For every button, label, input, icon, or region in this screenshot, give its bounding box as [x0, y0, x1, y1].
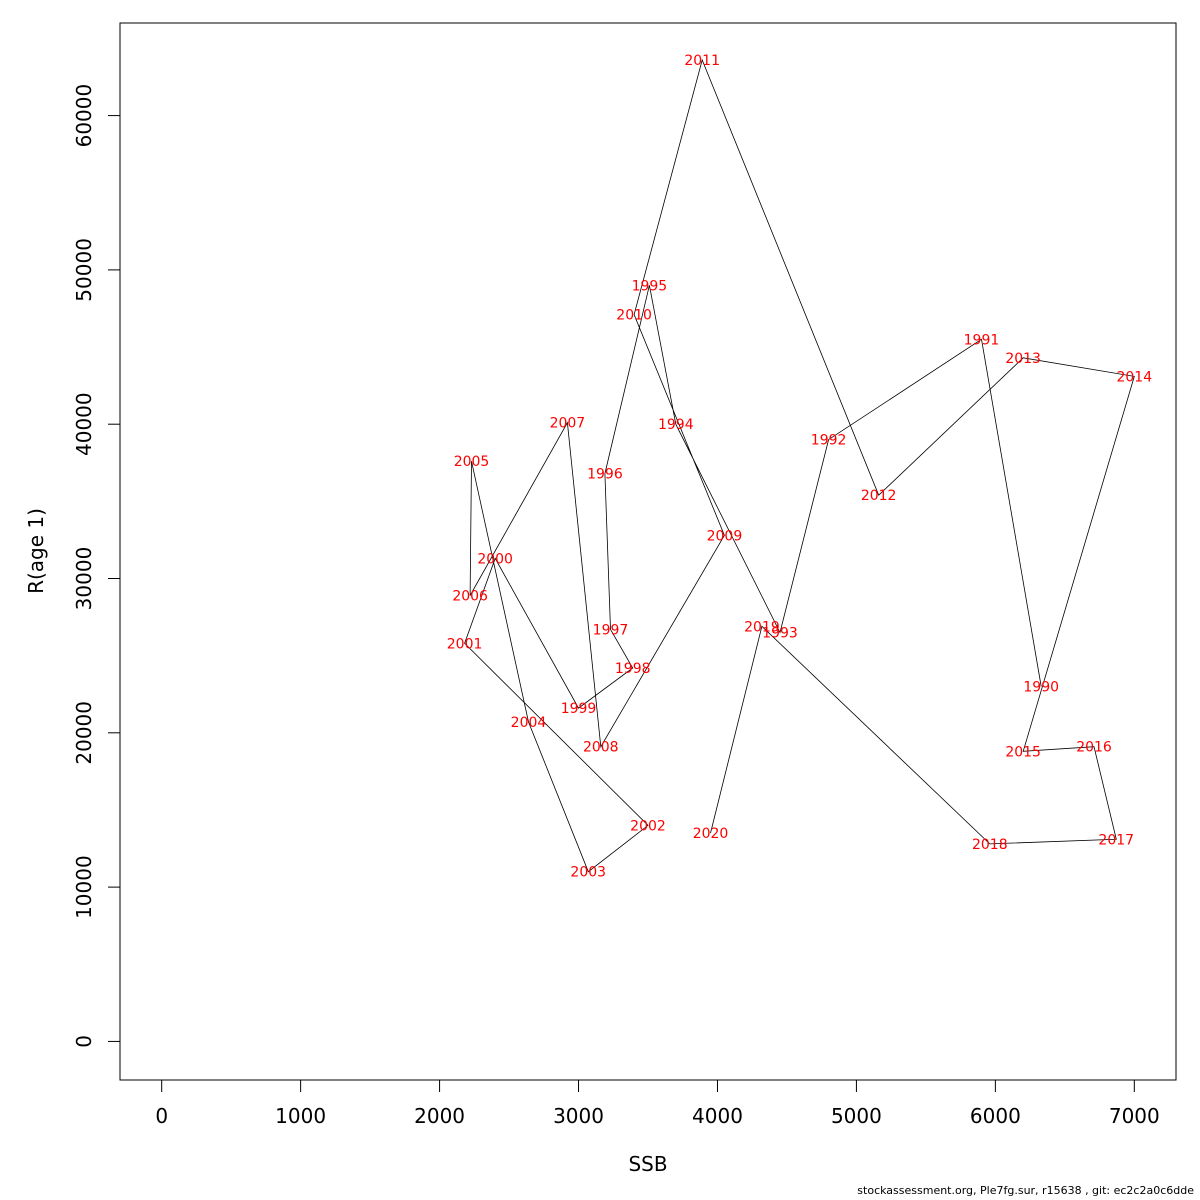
x-tick-label: 5000: [831, 1104, 882, 1128]
y-tick-label: 60000: [72, 84, 96, 148]
year-label: 1994: [658, 417, 694, 433]
y-tick-label: 50000: [72, 238, 96, 302]
footer-source-text: stockassessment.org, Ple7fg.sur, r15638 …: [857, 1184, 1194, 1197]
y-tick-label: 20000: [72, 701, 96, 765]
year-label: 2010: [616, 308, 652, 324]
year-label: 2012: [861, 488, 897, 504]
x-tick-label: 0: [155, 1104, 168, 1128]
year-label: 2019: [744, 619, 780, 635]
x-tick-label: 4000: [692, 1104, 743, 1128]
year-label: 1991: [964, 332, 1000, 348]
year-label: 2005: [454, 454, 490, 470]
x-tick-label: 1000: [275, 1104, 326, 1128]
y-axis-label: R(age 1): [24, 508, 48, 594]
x-tick-label: 6000: [970, 1104, 1021, 1128]
recruitment-trajectory-line: [464, 58, 1135, 873]
y-tick-label: 30000: [72, 547, 96, 611]
year-label: 2000: [477, 551, 513, 567]
year-label: 2003: [570, 865, 606, 881]
year-label: 2018: [972, 837, 1008, 853]
year-label: 2002: [630, 818, 666, 834]
year-label: 2008: [583, 740, 619, 756]
year-label: 1995: [632, 278, 668, 294]
year-label: 1999: [561, 701, 597, 717]
x-axis: 0 1000 2000 3000 4000 5000 6000 7000: [155, 1079, 1160, 1128]
y-axis: 0 10000 20000 30000 40000 50000 60000: [72, 84, 121, 1048]
year-label: 2009: [707, 528, 743, 544]
year-label: 2011: [684, 53, 720, 69]
year-label: 1996: [587, 467, 623, 483]
year-label: 1993: [762, 626, 798, 642]
year-label: 1990: [1023, 680, 1059, 696]
year-labels: 1990 1991 1992 1993 1994 1995 1996 1997 1998 1999…: [447, 53, 1152, 881]
year-label: 2004: [511, 715, 547, 731]
year-label: 2015: [1005, 744, 1041, 760]
year-label: 1992: [811, 433, 847, 449]
year-label: 2020: [693, 826, 729, 842]
year-label: 2007: [550, 416, 586, 432]
year-label: 1998: [615, 661, 651, 677]
year-label: 2013: [1005, 351, 1041, 367]
y-tick-label: 10000: [72, 855, 96, 919]
x-axis-label: SSB: [628, 1152, 667, 1176]
year-label: 2016: [1076, 740, 1112, 756]
x-tick-label: 2000: [414, 1104, 465, 1128]
year-label: 2014: [1116, 369, 1152, 385]
y-tick-label: 40000: [72, 392, 96, 456]
year-label: 1997: [593, 622, 629, 638]
x-tick-label: 3000: [553, 1104, 604, 1128]
year-label: 2001: [447, 636, 483, 652]
x-tick-label: 7000: [1109, 1104, 1160, 1128]
year-label: 2006: [452, 588, 488, 604]
y-tick-label: 0: [72, 1035, 96, 1048]
year-label: 2017: [1098, 832, 1134, 848]
